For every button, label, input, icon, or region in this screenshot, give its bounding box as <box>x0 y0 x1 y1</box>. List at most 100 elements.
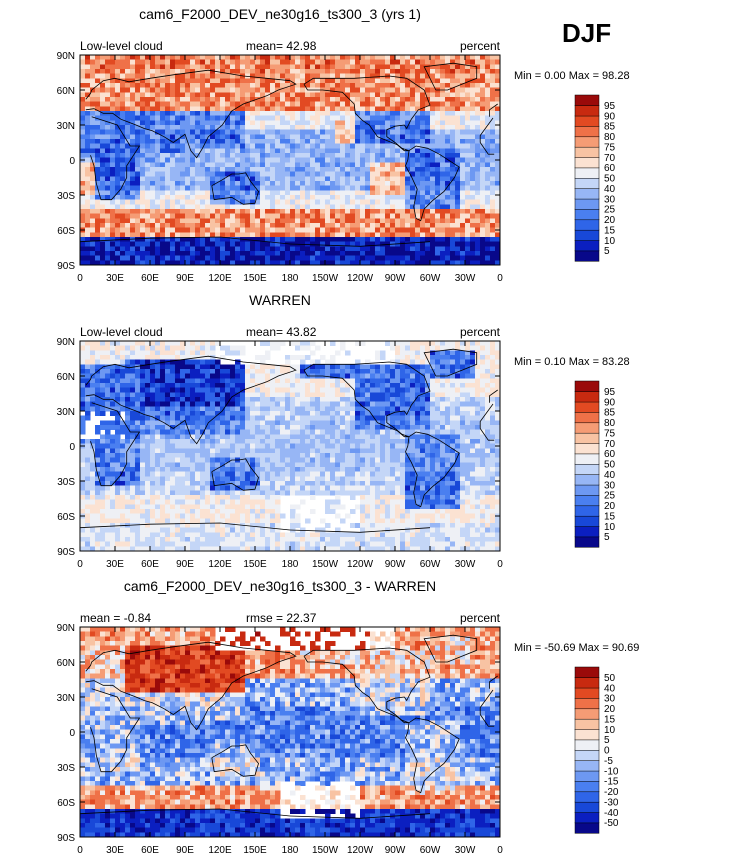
field-cell <box>160 406 166 412</box>
field-cell <box>355 213 361 219</box>
field-cell <box>155 111 161 117</box>
field-cell <box>105 345 111 351</box>
field-cell <box>430 345 436 351</box>
field-cell <box>220 181 226 187</box>
field-cell <box>85 378 91 384</box>
field-cell <box>190 199 196 205</box>
field-cell <box>310 209 316 215</box>
field-cell <box>135 341 141 347</box>
field-cell <box>425 139 431 145</box>
field-cell <box>235 378 241 384</box>
field-cell <box>415 355 421 361</box>
field-cell <box>245 92 251 98</box>
field-cell <box>455 106 461 112</box>
field-cell <box>315 369 321 375</box>
field-cell <box>390 251 396 257</box>
field-cell <box>135 373 141 379</box>
field-cell <box>450 227 456 233</box>
field-cell <box>340 125 346 131</box>
field-cell <box>470 209 476 215</box>
field-cell <box>270 401 276 407</box>
field-cell <box>495 199 501 205</box>
field-cell <box>455 213 461 219</box>
field-cell <box>400 237 406 243</box>
field-cell <box>175 350 181 356</box>
field-cell <box>295 153 301 159</box>
field-cell <box>460 204 466 210</box>
field-cell <box>205 111 211 117</box>
field-cell <box>260 106 266 112</box>
field-cell <box>145 241 151 247</box>
field-cell <box>335 383 341 389</box>
field-cell <box>155 190 161 196</box>
field-cell <box>200 350 206 356</box>
field-cell <box>240 397 246 403</box>
field-cell <box>395 125 401 131</box>
field-cell <box>200 383 206 389</box>
field-cell <box>200 397 206 403</box>
field-cell <box>450 73 456 79</box>
field-cell <box>240 129 246 135</box>
field-cell <box>340 255 346 261</box>
field-cell <box>245 383 251 389</box>
field-cell <box>365 106 371 112</box>
field-cell <box>325 176 331 182</box>
field-cell <box>275 345 281 351</box>
field-cell <box>370 260 376 266</box>
field-cell <box>300 255 306 261</box>
field-cell <box>255 383 261 389</box>
field-cell <box>475 106 481 112</box>
field-cell <box>425 223 431 229</box>
coastline <box>479 117 494 143</box>
field-cell <box>95 204 101 210</box>
field-cell <box>430 255 436 261</box>
field-cell <box>225 167 231 173</box>
field-cell <box>440 241 446 247</box>
field-cell <box>130 341 136 347</box>
field-cell <box>105 120 111 126</box>
field-cell <box>365 115 371 121</box>
field-cell <box>220 125 226 131</box>
field-cell <box>160 153 166 159</box>
field-cell <box>390 232 396 238</box>
field-cell <box>370 223 376 229</box>
field-cell <box>455 171 461 177</box>
field-cell <box>450 190 456 196</box>
field-cell <box>390 143 396 149</box>
field-cell <box>80 237 86 243</box>
field-cell <box>405 190 411 196</box>
field-cell <box>495 237 501 243</box>
field-cell <box>435 153 441 159</box>
field-cell <box>300 199 306 205</box>
field-cell <box>305 157 311 163</box>
field-cell <box>100 129 106 135</box>
field-cell <box>120 406 126 412</box>
field-cell <box>290 251 296 257</box>
field-cell <box>115 167 121 173</box>
field-cell <box>440 69 446 75</box>
field-cell <box>390 341 396 347</box>
field-cell <box>310 246 316 252</box>
field-cell <box>445 176 451 182</box>
field-cell <box>325 255 331 261</box>
field-cell <box>165 106 171 112</box>
field-cell <box>415 55 421 61</box>
field-cell <box>175 115 181 121</box>
field-cell <box>225 111 231 117</box>
field-cell <box>350 185 356 191</box>
field-cell <box>370 195 376 201</box>
field-cell <box>425 255 431 261</box>
field-cell <box>495 378 501 384</box>
field-cell <box>210 87 216 93</box>
field-cell <box>310 143 316 149</box>
field-cell <box>395 69 401 75</box>
field-cell <box>195 171 201 177</box>
field-cell <box>220 237 226 243</box>
field-cell <box>175 143 181 149</box>
field-cell <box>475 383 481 389</box>
field-cell <box>395 260 401 266</box>
field-cell <box>160 125 166 131</box>
field-cell <box>85 171 91 177</box>
field-cell <box>295 162 301 168</box>
field-cell <box>105 213 111 219</box>
